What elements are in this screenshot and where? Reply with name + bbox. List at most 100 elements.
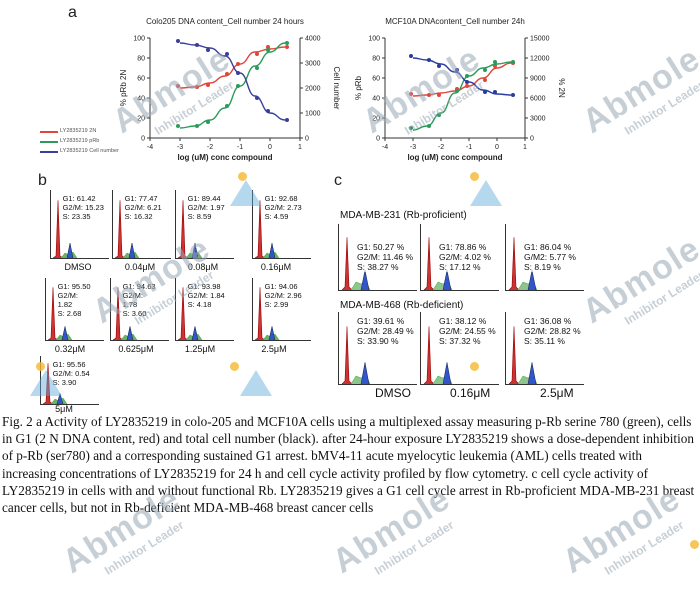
series-point	[176, 39, 180, 43]
x-tick-label: -4	[147, 144, 153, 151]
y-left-tick-label: 0	[376, 136, 380, 143]
stat-line: G1: 38.12 %	[439, 316, 487, 326]
series-point	[206, 120, 210, 124]
stat-line: G1: 94.63	[122, 282, 156, 291]
series-point	[176, 124, 180, 128]
y-left-tick-label: 20	[137, 116, 145, 123]
histogram-stats: G1: 78.86 % G2/M: 4.02 % S: 17.12 %	[439, 242, 491, 272]
legend-swatch-2n	[40, 131, 58, 133]
histogram-peaks	[52, 200, 78, 259]
histogram-b-label: 0.16μM	[260, 262, 292, 272]
series-point	[195, 124, 199, 128]
g2-peak	[442, 362, 452, 385]
stat-line: G2/M: 11.46 %	[357, 252, 414, 262]
series-point	[236, 62, 240, 66]
histogram-b-2: G1: 77.47 G2/M: 6.21 S: 16.32	[112, 190, 171, 259]
g2-peak	[360, 362, 370, 385]
histogram-stats: G1: 39.61 % G2/M: 28.49 % S: 33.90 %	[357, 316, 414, 346]
histogram-stats: G1: 61.42 G2/M: 15.23 S: 23.35	[62, 194, 104, 221]
legend-label-2n: LY2835219 2N	[60, 128, 97, 134]
histogram-stats: G1: 36.08 % G2/M: 28.82 % S: 35.11 %	[524, 316, 581, 346]
legend-label-cellnumber: LY2835219 Cell number	[60, 148, 119, 154]
y-left-tick-label: 40	[137, 96, 145, 103]
series-point	[176, 84, 180, 88]
g1-peak	[177, 287, 189, 341]
histogram-b-label: 0.32μM	[54, 344, 86, 354]
stat-line: G2/M: 2.73	[264, 203, 302, 212]
g2-peak	[128, 242, 136, 259]
histogram-b-label: DMSO	[64, 262, 92, 272]
stat-line: G2/M: 24.55 %	[439, 326, 496, 336]
watermark-shape	[240, 370, 272, 396]
y-right-tick-label: 0	[530, 136, 534, 143]
y-left-tick-label: 80	[137, 56, 145, 63]
g1-peak	[508, 326, 520, 385]
series-point	[427, 58, 431, 62]
y-right-tick-label: 9000	[530, 76, 546, 83]
series-point	[285, 41, 289, 45]
histogram-stats: G1: 95.50 G2/M: 1.82 S: 2.68	[57, 282, 91, 318]
stat-line: 1.78	[122, 300, 138, 309]
histogram-c-row1-1: G1: 50.27 % G2/M: 11.46 % S: 38.27 %	[338, 224, 417, 291]
series-point	[266, 109, 270, 113]
x-axis-label: log (uM) conc compound	[407, 153, 502, 162]
series-point	[225, 104, 229, 108]
series-point	[236, 71, 240, 75]
y-axis-label-right: % 2N	[557, 78, 566, 98]
series-point	[225, 52, 229, 56]
stat-line: G2/M: 28.82 %	[524, 326, 581, 336]
histogram-peaks	[112, 287, 138, 341]
stat-line: G2/M:	[122, 291, 144, 300]
x-tick-label: -3	[410, 144, 416, 151]
g2-peak	[527, 362, 537, 385]
legend-swatch-cellnumber	[40, 151, 58, 153]
stat-line: G1: 95.50	[57, 282, 91, 291]
stat-line: G1: 78.86 %	[439, 242, 487, 252]
stat-line: S: 23.35	[62, 212, 91, 221]
stat-line: G2/M: 6.21	[124, 203, 162, 212]
g1-peak	[341, 237, 353, 291]
series-point	[409, 126, 413, 130]
y-left-tick-label: 40	[372, 96, 380, 103]
stat-line: G1: 39.61 %	[357, 316, 405, 326]
g2-peak	[126, 326, 134, 341]
series-point	[427, 93, 431, 97]
y-right-tick-label: 3000	[530, 116, 546, 123]
g2-peak	[66, 242, 74, 259]
y-right-tick-label: 12000	[530, 56, 550, 63]
g1-peak	[423, 237, 435, 291]
panel-c-row2-title: MDA-MB-468 (Rb-deficient)	[340, 300, 464, 311]
g2-peak	[527, 270, 537, 291]
series-point	[465, 84, 469, 88]
histogram-stats: G1: 38.12 % G2/M: 24.55 % S: 37.32 %	[439, 316, 496, 346]
stat-line: 1.82	[57, 300, 73, 309]
stat-line: G1: 89.44	[187, 194, 221, 203]
histogram-b-5: G1: 95.50 G2/M: 1.82 S: 2.68	[45, 278, 104, 341]
g1-peak	[112, 287, 124, 341]
histogram-peaks	[42, 363, 68, 405]
series-point	[427, 124, 431, 128]
series-point	[225, 72, 229, 76]
stat-line: G2/M: 4.02 %	[439, 252, 491, 262]
y-axis-label-left: % pRb	[354, 75, 363, 100]
histogram-c-row1-3: G1: 86.04 % G/M2: 5.77 % S: 8.19 %	[505, 224, 584, 291]
g1-peak	[341, 326, 353, 385]
figure-caption: Fig. 2 a Activity of LY2835219 in colo-2…	[2, 414, 695, 516]
y-left-tick-label: 60	[137, 76, 145, 83]
histogram-b-label: 1.25μM	[184, 344, 216, 354]
series-point	[195, 43, 199, 47]
series-point	[493, 60, 497, 64]
panel-label-b: b	[38, 172, 47, 189]
histogram-peaks	[254, 287, 280, 341]
y-right-tick-label: 3000	[305, 61, 321, 68]
stat-line: G1: 77.47	[124, 194, 158, 203]
histogram-peaks	[177, 287, 203, 341]
chart-colo205: Colo205 DNA content_Cell number 24 hours…	[119, 17, 341, 162]
series-point	[236, 84, 240, 88]
histogram-stats: G1: 94.06 G2/M: 2.96 S: 2.99	[264, 282, 302, 309]
g1-peak	[177, 200, 189, 259]
series-point	[285, 118, 289, 122]
y-right-tick-label: 4000	[305, 36, 321, 43]
stat-line: G1: 61.42	[62, 194, 96, 203]
g1-peak	[47, 287, 59, 341]
